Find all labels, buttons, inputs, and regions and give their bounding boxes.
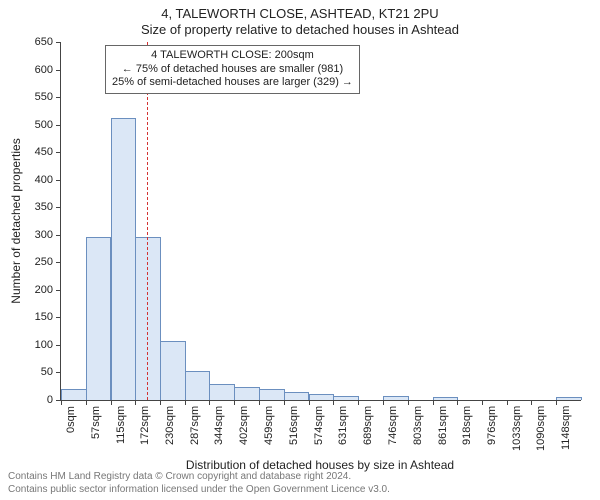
x-tick — [160, 400, 161, 405]
plot-area: 0501001502002503003504004505005506006500… — [60, 42, 581, 401]
x-tick-label: 861sqm — [437, 406, 449, 445]
x-tick — [284, 400, 285, 405]
y-tick — [56, 42, 61, 43]
x-tick-label: 976sqm — [486, 406, 498, 445]
x-tick-label: 172sqm — [139, 406, 151, 445]
x-tick-label: 746sqm — [387, 406, 399, 445]
annotation-line: ← 75% of detached houses are smaller (98… — [112, 63, 353, 77]
histogram-bar — [61, 389, 87, 400]
x-tick-label: 402sqm — [238, 406, 250, 445]
y-tick — [56, 372, 61, 373]
x-tick — [507, 400, 508, 405]
x-tick-label: 115sqm — [115, 406, 127, 444]
y-tick-label: 350 — [35, 201, 53, 213]
y-tick — [56, 235, 61, 236]
x-tick-label: 516sqm — [288, 406, 300, 445]
chart-title: 4, TALEWORTH CLOSE, ASHTEAD, KT21 2PU — [0, 6, 600, 21]
x-tick — [309, 400, 310, 405]
x-tick — [358, 400, 359, 405]
x-tick — [259, 400, 260, 405]
x-tick-label: 918sqm — [461, 406, 473, 445]
footer-attribution: Contains HM Land Registry data © Crown c… — [8, 471, 390, 496]
x-tick — [482, 400, 483, 405]
y-tick — [56, 290, 61, 291]
y-tick-label: 250 — [35, 256, 53, 268]
annotation-box: 4 TALEWORTH CLOSE: 200sqm← 75% of detach… — [105, 45, 360, 94]
y-tick-label: 400 — [35, 174, 53, 186]
histogram-bar — [209, 384, 235, 400]
y-tick-label: 50 — [41, 366, 53, 378]
y-tick-label: 450 — [35, 146, 53, 158]
y-tick-label: 550 — [35, 91, 53, 103]
histogram-bar — [309, 394, 335, 401]
histogram-bar — [333, 396, 359, 400]
footer-line-2: Contains public sector information licen… — [8, 484, 390, 497]
x-tick — [333, 400, 334, 405]
page-root: 4, TALEWORTH CLOSE, ASHTEAD, KT21 2PU Si… — [0, 0, 600, 500]
y-tick — [56, 152, 61, 153]
histogram-bar — [556, 397, 582, 400]
y-tick-label: 150 — [35, 311, 53, 323]
y-tick — [56, 262, 61, 263]
y-tick-label: 200 — [35, 284, 53, 296]
histogram-bar — [383, 396, 409, 400]
x-tick — [433, 400, 434, 405]
histogram-bar — [185, 371, 211, 400]
x-tick-label: 459sqm — [263, 406, 275, 445]
y-tick-label: 100 — [35, 339, 53, 351]
y-tick — [56, 317, 61, 318]
y-tick-label: 650 — [35, 36, 53, 48]
y-tick — [56, 125, 61, 126]
y-tick — [56, 70, 61, 71]
y-tick-label: 300 — [35, 229, 53, 241]
x-tick — [408, 400, 409, 405]
x-tick-label: 1148sqm — [560, 406, 572, 450]
x-tick — [135, 400, 136, 405]
y-tick-label: 0 — [47, 394, 53, 406]
x-tick-label: 230sqm — [164, 406, 176, 445]
x-tick — [209, 400, 210, 405]
x-tick-label: 57sqm — [90, 406, 102, 439]
y-tick-label: 600 — [35, 64, 53, 76]
x-tick — [234, 400, 235, 405]
x-tick-label: 574sqm — [313, 406, 325, 445]
histogram-bar — [259, 389, 285, 400]
y-tick — [56, 345, 61, 346]
histogram-bar — [433, 397, 459, 400]
annotation-line: 4 TALEWORTH CLOSE: 200sqm — [112, 49, 353, 63]
y-tick-label: 500 — [35, 119, 53, 131]
x-tick — [111, 400, 112, 405]
x-axis-label: Distribution of detached houses by size … — [60, 458, 580, 472]
histogram-bar — [111, 118, 137, 400]
y-axis-label: Number of detached properties — [9, 138, 23, 303]
histogram-bar — [234, 387, 260, 400]
reference-line — [147, 42, 148, 400]
x-tick — [556, 400, 557, 405]
histogram-bar — [160, 341, 186, 400]
x-tick — [383, 400, 384, 405]
x-tick-label: 803sqm — [412, 406, 424, 445]
x-tick-label: 631sqm — [337, 406, 349, 445]
x-tick — [61, 400, 62, 405]
x-tick-label: 689sqm — [362, 406, 374, 445]
chart-subtitle: Size of property relative to detached ho… — [0, 22, 600, 37]
footer-line-1: Contains HM Land Registry data © Crown c… — [8, 471, 390, 484]
histogram-bar — [284, 392, 310, 400]
x-tick — [457, 400, 458, 405]
annotation-line: 25% of semi-detached houses are larger (… — [112, 76, 353, 90]
x-tick-label: 344sqm — [213, 406, 225, 445]
y-tick — [56, 207, 61, 208]
x-tick — [185, 400, 186, 405]
x-tick — [531, 400, 532, 405]
x-tick-label: 1090sqm — [535, 406, 547, 451]
y-tick — [56, 97, 61, 98]
histogram-bar — [86, 237, 112, 400]
x-tick-label: 287sqm — [189, 406, 201, 445]
x-tick-label: 1033sqm — [511, 406, 523, 451]
x-tick — [86, 400, 87, 405]
x-tick-label: 0sqm — [65, 406, 77, 433]
y-tick — [56, 180, 61, 181]
